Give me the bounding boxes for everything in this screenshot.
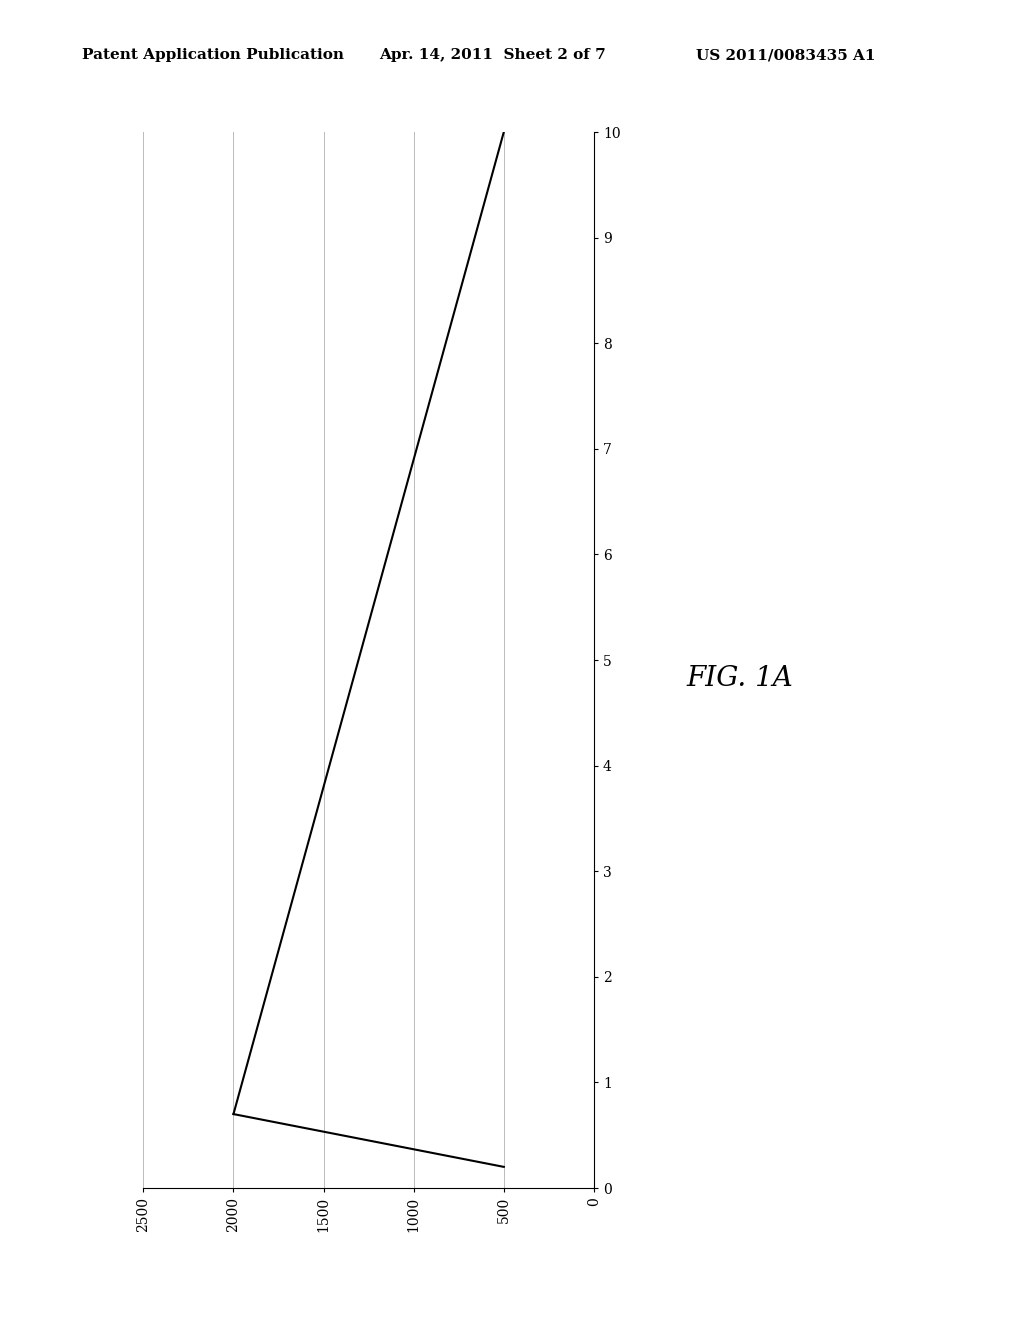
Text: Patent Application Publication: Patent Application Publication (82, 49, 344, 62)
Text: FIG. 1A: FIG. 1A (686, 665, 793, 693)
Text: Apr. 14, 2011  Sheet 2 of 7: Apr. 14, 2011 Sheet 2 of 7 (379, 49, 605, 62)
Text: US 2011/0083435 A1: US 2011/0083435 A1 (696, 49, 876, 62)
